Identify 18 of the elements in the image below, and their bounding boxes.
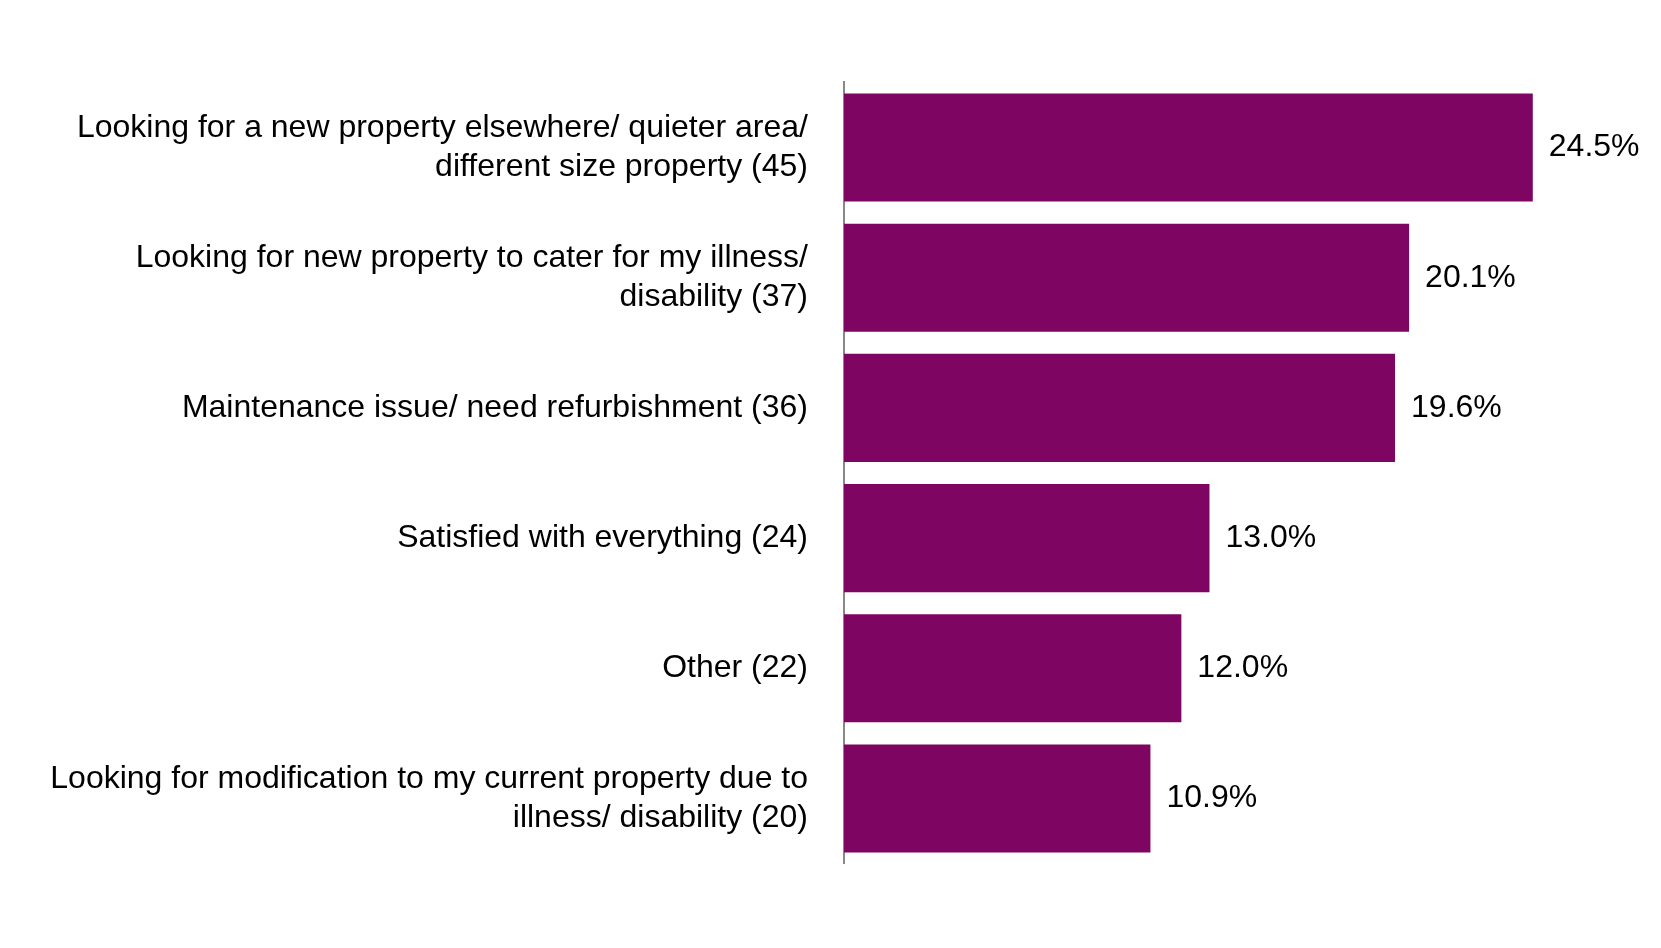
bar (844, 93, 1533, 202)
y-tick-label: Looking for new property to cater for my illness/ disability (37) (135, 238, 809, 313)
y-tick-label: Other (22) (662, 648, 808, 685)
data-label: 19.6% (1411, 387, 1502, 424)
data-label: 10.9% (1166, 778, 1258, 815)
bar (844, 614, 1182, 723)
bar (844, 353, 1396, 462)
y-tick-label: Maintenance issue/ need refurbishment (36) (181, 387, 808, 424)
bar (844, 744, 1151, 853)
y-tick-label: Looking for modification to my current property due to illness/ disability (20) (50, 759, 808, 834)
y-tick-label: Looking for a new property elsewhere/ quieter area/ different size property (45) (76, 108, 809, 183)
y-tick-label: Satisfied with everything (24) (397, 517, 808, 554)
data-label: 20.1% (1425, 257, 1516, 294)
data-label: 13.0% (1225, 517, 1317, 554)
data-label: 24.5% (1548, 127, 1640, 164)
bar (844, 484, 1210, 593)
bar (844, 223, 1410, 332)
data-label: 12.0% (1197, 648, 1289, 685)
